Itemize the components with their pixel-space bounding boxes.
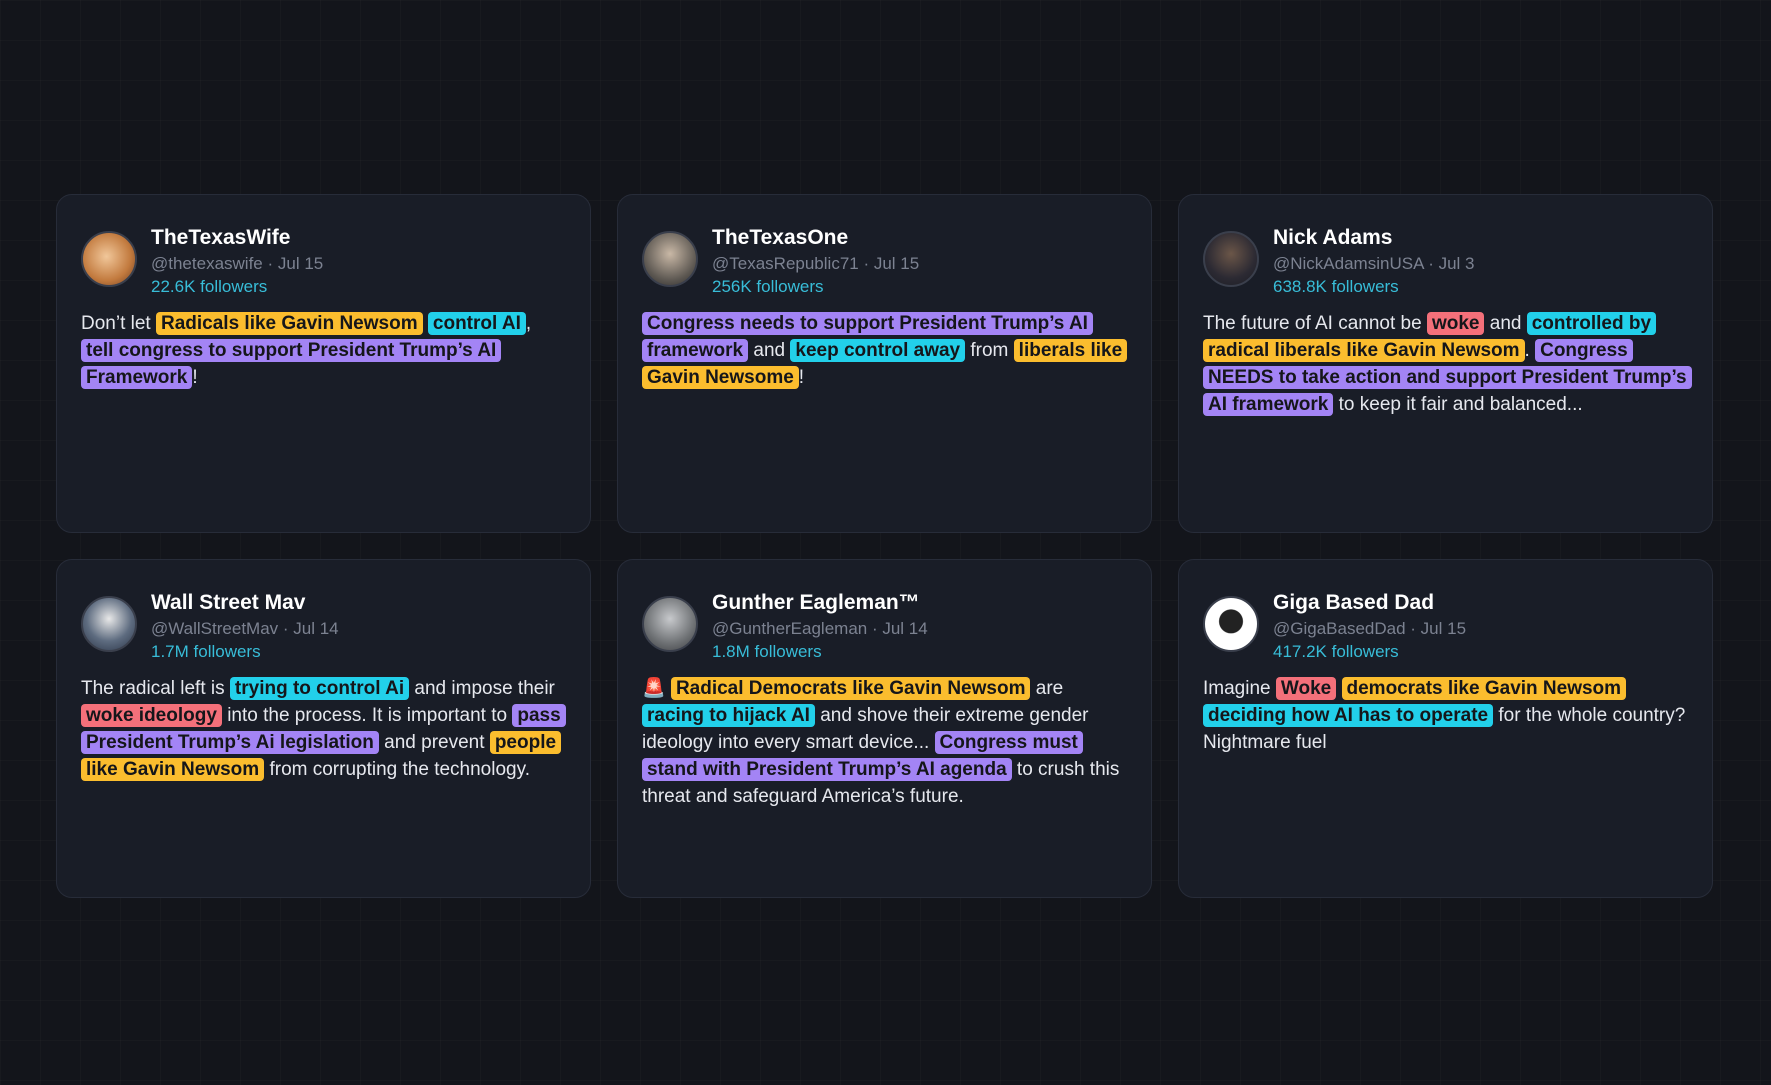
highlight: Radicals like Gavin Newsom [155, 312, 423, 335]
author-info: TheTexasWife @thetexaswife · Jul 15 22.6K … [151, 225, 323, 298]
author-info: TheTexasOne @TexasRepublic71 · Jul 15 256K… [712, 225, 919, 298]
handle-date: @NickAdamsinUSA · Jul 3 [1273, 254, 1475, 273]
text-segment: are [1030, 678, 1064, 699]
post-card: Gunther Eagleman™ @GuntherEagleman · Jul … [617, 559, 1152, 898]
text-segment: The future of AI cannot be [1203, 313, 1427, 334]
author-info: Giga Based Dad @GigaBasedDad · Jul 15 417.… [1273, 590, 1466, 663]
text-segment: and [748, 340, 791, 361]
follower-count: 1.7M followers [151, 642, 261, 661]
text-segment: and shove their extreme gender ideology … [642, 705, 1089, 753]
text-segment: Don’t let [81, 313, 156, 334]
highlight: woke ideology [81, 704, 222, 727]
handle-date: @GuntherEagleman · Jul 14 [712, 619, 928, 638]
avatar [642, 596, 698, 652]
text-segment: from corrupting the technology. [264, 759, 530, 780]
highlight: racing to hijack AI [642, 704, 815, 727]
post-text: Imagine Woke democrats like Gavin Newsom… [1203, 675, 1688, 756]
post-card: Nick Adams @NickAdamsinUSA · Jul 3 638.8K … [1178, 194, 1713, 533]
highlight: deciding how AI has to operate [1203, 704, 1494, 727]
text-segment: Imagine [1203, 678, 1276, 699]
avatar [1203, 596, 1259, 652]
author-name: Nick Adams [1273, 226, 1393, 249]
author-name: TheTexasOne [712, 226, 849, 249]
handle-date: @WallStreetMav · Jul 14 [151, 619, 339, 638]
text-segment: to crush this threat and safeguard Ameri… [642, 759, 1120, 807]
text-segment: from [965, 340, 1014, 361]
post-text: The radical left is trying to control Ai… [81, 675, 566, 783]
handle-date: @thetexaswife · Jul 15 [151, 254, 324, 273]
follower-count: 256K followers [712, 277, 824, 296]
author-name: Gunther Eagleman™ [712, 591, 920, 614]
highlight: Woke [1275, 677, 1337, 700]
text-segment: ! [192, 367, 198, 388]
post-text: Congress needs to support President Trum… [642, 310, 1128, 391]
highlight: woke [1426, 312, 1485, 335]
post-text: Don’t let Radicals like Gavin Newsom con… [81, 310, 566, 391]
highlight: Radical Democrats like Gavin Newsom [670, 677, 1031, 700]
highlight: controlled by [1526, 312, 1657, 335]
author-name: TheTexasWife [151, 226, 291, 249]
author-name: Wall Street Mav [151, 591, 306, 614]
post-header: Giga Based Dad @GigaBasedDad · Jul 15 417.… [1203, 590, 1688, 663]
highlight: keep control away [790, 339, 966, 362]
text-segment: 🚨 [642, 678, 671, 699]
avatar [81, 596, 137, 652]
text-segment: and impose their [409, 678, 555, 699]
text-segment: for the whole country? Nightmare fuel [1203, 705, 1686, 753]
post-header: TheTexasOne @TexasRepublic71 · Jul 15 256K… [642, 225, 1127, 298]
text-segment: . [1524, 340, 1536, 361]
author-info: Nick Adams @NickAdamsinUSA · Jul 3 638.8K … [1273, 225, 1475, 298]
highlight: trying to control Ai [229, 677, 410, 700]
text-segment: into the process. It is important to [221, 705, 513, 726]
author-info: Gunther Eagleman™ @GuntherEagleman · Jul … [712, 590, 928, 663]
follower-count: 1.8M followers [712, 642, 822, 661]
text-segment: , [525, 313, 532, 334]
post-header: Wall Street Mav @WallStreetMav · Jul 14 1.… [81, 590, 566, 663]
follower-count: 638.8K followers [1273, 277, 1399, 296]
text-segment: to keep it fair and balanced... [1333, 394, 1583, 415]
text-segment: and prevent [378, 732, 490, 753]
highlight: democrats like Gavin Newsom [1341, 677, 1627, 700]
text-segment [1336, 678, 1341, 699]
post-card: TheTexasWife @thetexaswife · Jul 15 22.6K … [56, 194, 591, 533]
post-header: Nick Adams @NickAdamsinUSA · Jul 3 638.8K … [1203, 225, 1688, 298]
post-header: TheTexasWife @thetexaswife · Jul 15 22.6K … [81, 225, 566, 298]
highlight: radical liberals like Gavin Newsom [1203, 339, 1525, 362]
post-card: TheTexasOne @TexasRepublic71 · Jul 15 256K… [617, 194, 1152, 533]
follower-count: 22.6K followers [151, 277, 268, 296]
avatar [81, 231, 137, 287]
handle-date: @TexasRepublic71 · Jul 15 [712, 254, 920, 273]
author-name: Giga Based Dad [1273, 591, 1435, 614]
avatar [642, 231, 698, 287]
post-text: The future of AI cannot be woke and cont… [1203, 310, 1692, 418]
text-segment: ! [798, 367, 805, 388]
post-card: Giga Based Dad @GigaBasedDad · Jul 15 417.… [1178, 559, 1713, 898]
post-header: Gunther Eagleman™ @GuntherEagleman · Jul … [642, 590, 1127, 663]
author-info: Wall Street Mav @WallStreetMav · Jul 14 1.… [151, 590, 339, 663]
post-card: Wall Street Mav @WallStreetMav · Jul 14 1.… [56, 559, 591, 898]
avatar [1203, 231, 1259, 287]
highlight: control AI [427, 312, 526, 335]
follower-count: 417.2K followers [1273, 642, 1399, 661]
highlight: tell congress to support President Trump… [81, 339, 502, 389]
text-segment: and [1484, 313, 1527, 334]
post-text: 🚨 Radical Democrats like Gavin Newsom ar… [642, 675, 1127, 810]
text-segment: The radical left is [81, 678, 230, 699]
handle-date: @GigaBasedDad · Jul 15 [1273, 619, 1467, 638]
